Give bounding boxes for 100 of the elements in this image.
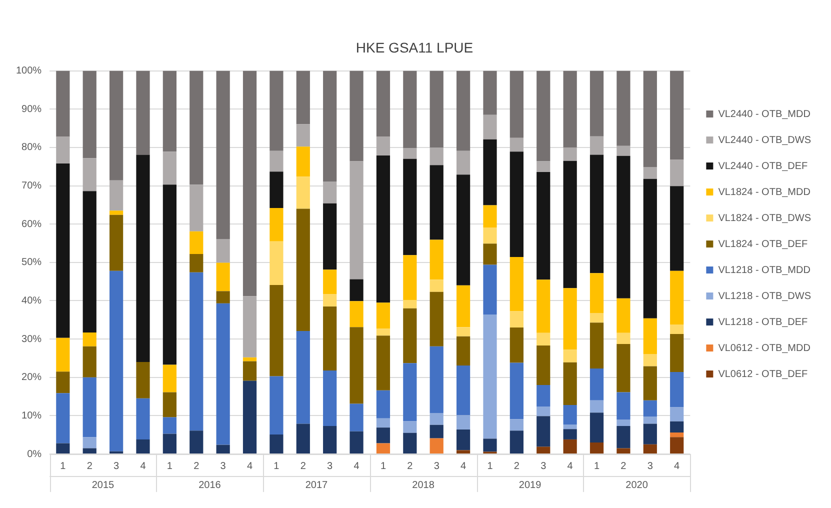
x-tick-label: 2 [407, 460, 414, 472]
bar [430, 424, 444, 438]
bar [82, 332, 96, 346]
bar [456, 174, 470, 286]
text: 2020 [626, 480, 648, 491]
bar [82, 437, 96, 448]
bar [563, 362, 577, 405]
bar [590, 312, 604, 323]
bar [590, 442, 604, 454]
y-tick-label: 80% [22, 142, 42, 154]
bar [216, 444, 230, 454]
bar [643, 424, 657, 444]
x-tick-label: 4 [354, 460, 360, 472]
legend-label: VL1218 - OTB_DWS [718, 290, 812, 302]
bar [643, 178, 657, 318]
x-tick-label: 2 [300, 460, 306, 472]
text: 2016 [198, 480, 222, 491]
bar [323, 426, 337, 454]
bar [136, 70, 150, 155]
bar [536, 332, 550, 346]
bar [376, 443, 390, 454]
bar [536, 172, 550, 280]
x-tick-label: 1 [380, 460, 386, 472]
bar [216, 262, 230, 292]
bar [82, 377, 96, 438]
bar [162, 392, 176, 418]
bar [670, 421, 684, 433]
bar [510, 430, 524, 454]
legend-label: VL1824 - OTB_DWS [718, 212, 812, 224]
bar [563, 424, 577, 430]
bar [242, 380, 257, 454]
bar [296, 124, 310, 147]
legend-label: VL2440 - OTB_DWS [718, 134, 812, 146]
bar [590, 273, 604, 313]
bar [536, 406, 550, 416]
bar [536, 446, 550, 454]
bar [456, 415, 470, 430]
bar [323, 203, 337, 270]
bar [670, 407, 684, 422]
bar [643, 366, 657, 400]
bar [510, 152, 524, 258]
bar [403, 255, 417, 300]
bar [376, 70, 390, 137]
bar [643, 400, 657, 416]
bar [616, 298, 630, 333]
bar [670, 270, 684, 324]
bar [296, 146, 310, 177]
bar [323, 70, 337, 182]
bar [162, 364, 176, 392]
y-tick-label: 50% [22, 257, 42, 268]
bar [162, 417, 176, 434]
text: 2017 [305, 480, 328, 491]
bar [350, 70, 364, 162]
bar [643, 444, 657, 454]
bar [456, 336, 470, 366]
bar [270, 376, 284, 434]
bar [483, 438, 497, 452]
bar [510, 362, 524, 420]
bar [510, 138, 524, 152]
bar [430, 280, 444, 292]
y-tick-label: 0% [27, 448, 42, 460]
bar [190, 430, 204, 454]
x-tick-label: 4 [567, 460, 574, 472]
bar [670, 432, 684, 438]
bar [536, 161, 550, 172]
bar [536, 416, 550, 447]
bar [483, 70, 497, 115]
bar [590, 400, 604, 413]
bar [270, 172, 284, 208]
bar [136, 439, 150, 454]
bar [430, 165, 444, 240]
x-tick-label: 3 [540, 460, 547, 472]
bar [456, 70, 470, 151]
bar [162, 152, 176, 185]
bar [190, 231, 204, 254]
legend-label: VL2440 - OTB_MDD [718, 108, 810, 120]
bar [110, 214, 124, 271]
bar [376, 328, 390, 336]
bar [456, 285, 470, 328]
bar [190, 272, 204, 431]
legend-label: VL1824 - OTB_MDD [718, 186, 810, 198]
bar [82, 448, 96, 454]
bar [242, 70, 257, 296]
y-tick-label: 10% [22, 410, 42, 422]
bar [563, 439, 577, 454]
bar [670, 324, 684, 334]
bar [56, 70, 70, 137]
bar [323, 294, 337, 306]
text: 2015 [92, 480, 115, 491]
x-tick-label: 1 [274, 460, 280, 472]
text: 2019 [518, 480, 542, 491]
bar [403, 432, 417, 454]
bar [403, 308, 417, 364]
bar [403, 158, 417, 256]
bar [270, 241, 284, 286]
bar [670, 372, 684, 408]
bar [590, 70, 604, 136]
x-tick-label: 3 [220, 460, 226, 472]
x-tick-label: 2 [194, 460, 200, 472]
legend-label: VL2440 - OTB_DEF [718, 160, 808, 172]
